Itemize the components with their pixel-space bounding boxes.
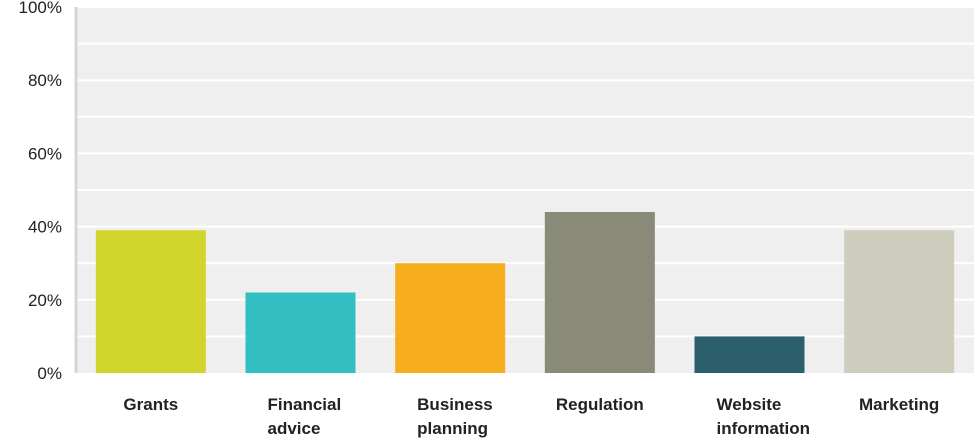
y-tick-label: 80% xyxy=(28,71,62,90)
x-category-label: Marketing xyxy=(859,395,939,414)
x-axis-labels: Grants Financial advice Business planning Reg… xyxy=(123,395,939,438)
x-category-label: Financial advice xyxy=(268,395,342,438)
gridlines xyxy=(76,6,974,338)
bars xyxy=(95,211,955,373)
y-axis-ticks: 0% 20% 40% 60% 80% 100% xyxy=(19,0,62,383)
y-tick-label: 0% xyxy=(37,364,62,383)
x-category-label: Website information xyxy=(717,395,811,438)
x-category-label: Regulation xyxy=(556,395,644,414)
y-tick-label: 60% xyxy=(28,144,62,163)
y-tick-label: 20% xyxy=(28,291,62,310)
y-tick-label: 40% xyxy=(28,218,62,237)
bar-website-information xyxy=(694,336,805,373)
x-category-label: Business planning xyxy=(417,395,493,438)
bar-financial-advice xyxy=(245,292,356,373)
bar-business-planning xyxy=(395,263,506,373)
bar-grants xyxy=(95,230,206,373)
bar-marketing xyxy=(844,230,955,373)
x-category-label: Grants xyxy=(123,395,178,414)
y-tick-label: 100% xyxy=(19,0,62,17)
bar-regulation xyxy=(544,211,655,373)
